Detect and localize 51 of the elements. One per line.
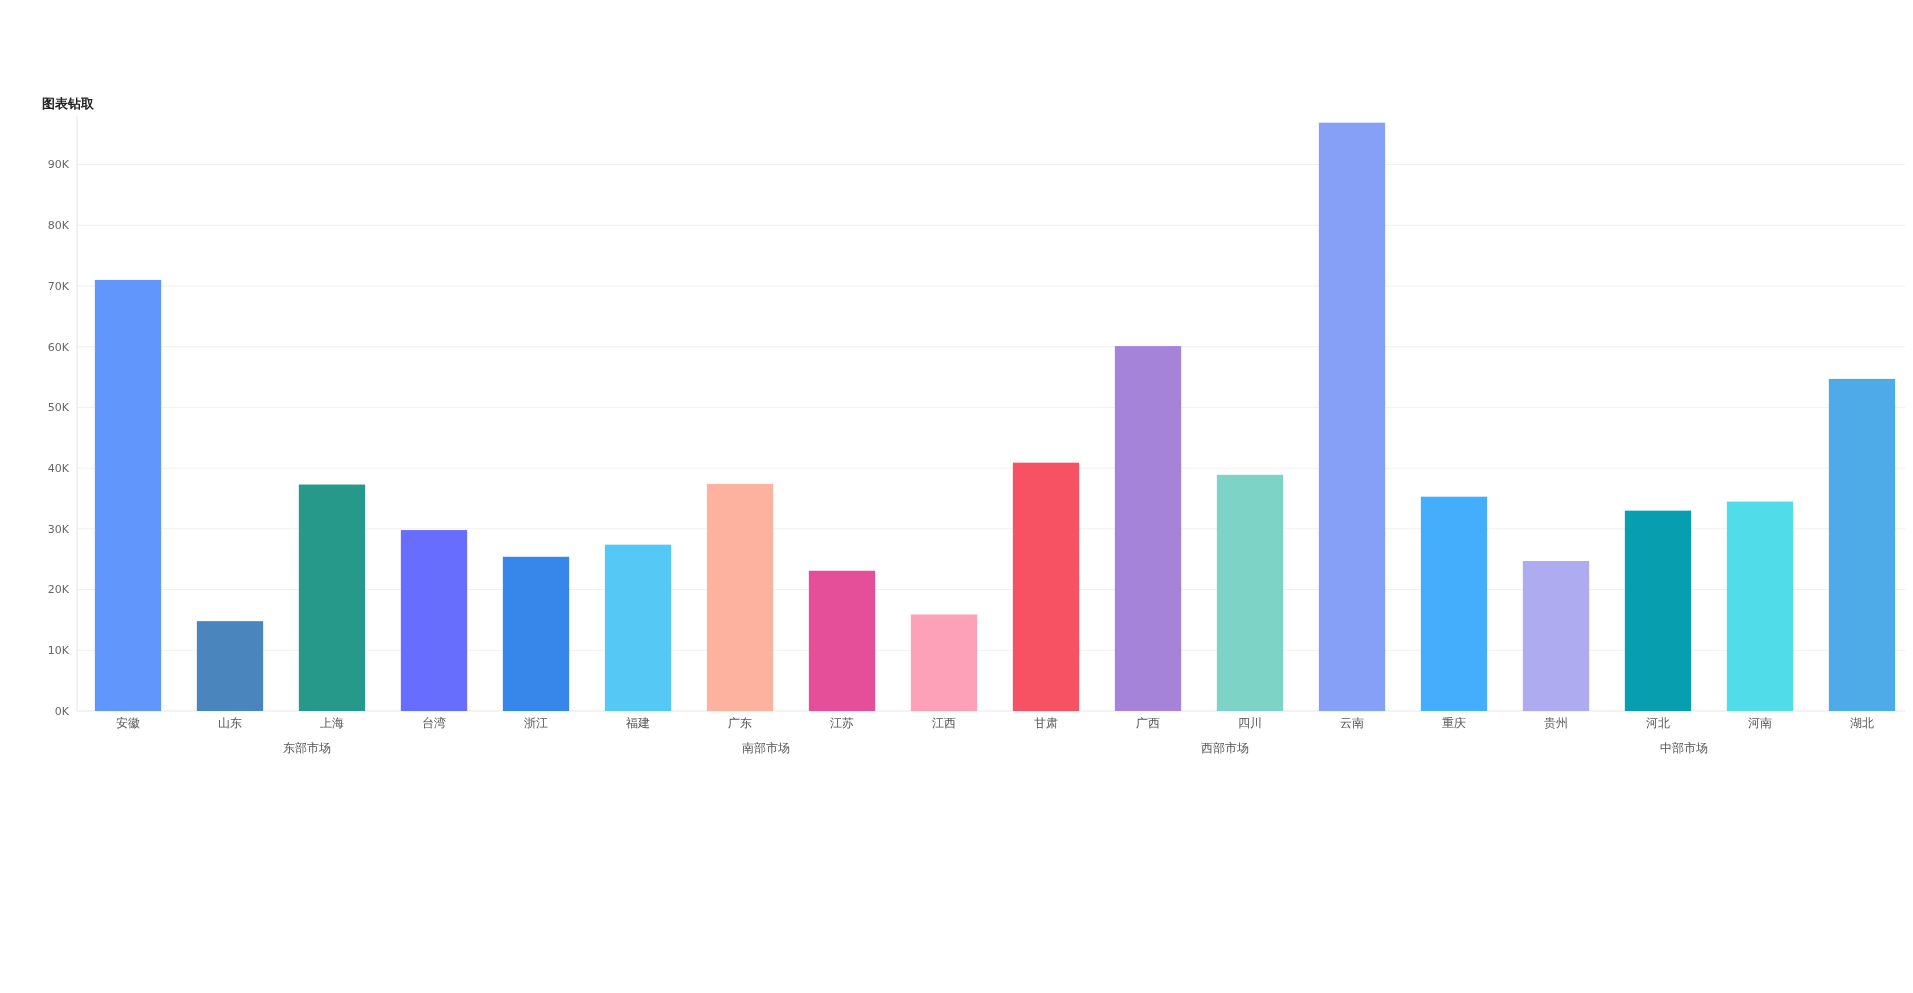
bar [1828,378,1896,711]
x-tick-label: 贵州 [1544,716,1568,730]
x-tick-label: 上海 [320,716,344,730]
x-tick-label: 江苏 [830,716,854,730]
bar [1420,496,1488,711]
bar [94,279,162,711]
x-tick-label: 浙江 [524,716,548,730]
y-tick-label: 90K [47,158,70,172]
text: 西部市场 [1200,741,1249,755]
bar [910,614,978,711]
bar [604,544,672,711]
y-tick-label: 60K [47,340,70,354]
bar [400,530,468,711]
y-tick-label: 80K [47,219,70,233]
x-tick-label: 河南 [1748,716,1772,730]
x-tick-label: 福建 [626,716,650,730]
bar [1624,510,1692,711]
y-tick-label: 40K [47,461,70,475]
x-tick-label: 甘肃 [1034,716,1058,730]
text: 东部市场 [282,741,331,755]
x-tick-label: 台湾 [422,716,446,730]
y-tick-label: 20K [47,583,70,597]
text: 南部市场 [741,741,790,755]
y-tick-label: 10K [47,644,70,658]
x-tick-label: 广西 [1136,716,1160,730]
x-tick-label: 山东 [218,716,242,730]
x-tick-label: 四川 [1238,716,1262,730]
bar [808,570,876,711]
bar [298,484,366,711]
bar [1216,474,1284,711]
chart-title: 图表钻取 [42,96,95,111]
bar [1726,501,1794,711]
bar [706,483,774,711]
x-tick-label: 安徽 [116,716,140,730]
bar [1318,122,1386,711]
x-tick-label: 重庆 [1442,716,1466,730]
y-tick-label: 0K [54,704,70,718]
x-tick-label: 湖北 [1850,716,1874,730]
bar [1522,561,1590,711]
y-tick-label: 50K [47,401,70,415]
bar [1012,462,1080,711]
x-tick-label: 广东 [728,716,752,730]
x-tick-label: 云南 [1340,716,1364,730]
y-tick-label: 30K [47,522,70,536]
bar [196,621,264,711]
text: 中部市场 [1659,741,1708,755]
bar [1114,346,1182,711]
y-tick-label: 70K [47,279,70,293]
x-tick-label: 河北 [1646,716,1670,730]
x-tick-label: 江西 [932,716,956,730]
bar [502,556,570,711]
